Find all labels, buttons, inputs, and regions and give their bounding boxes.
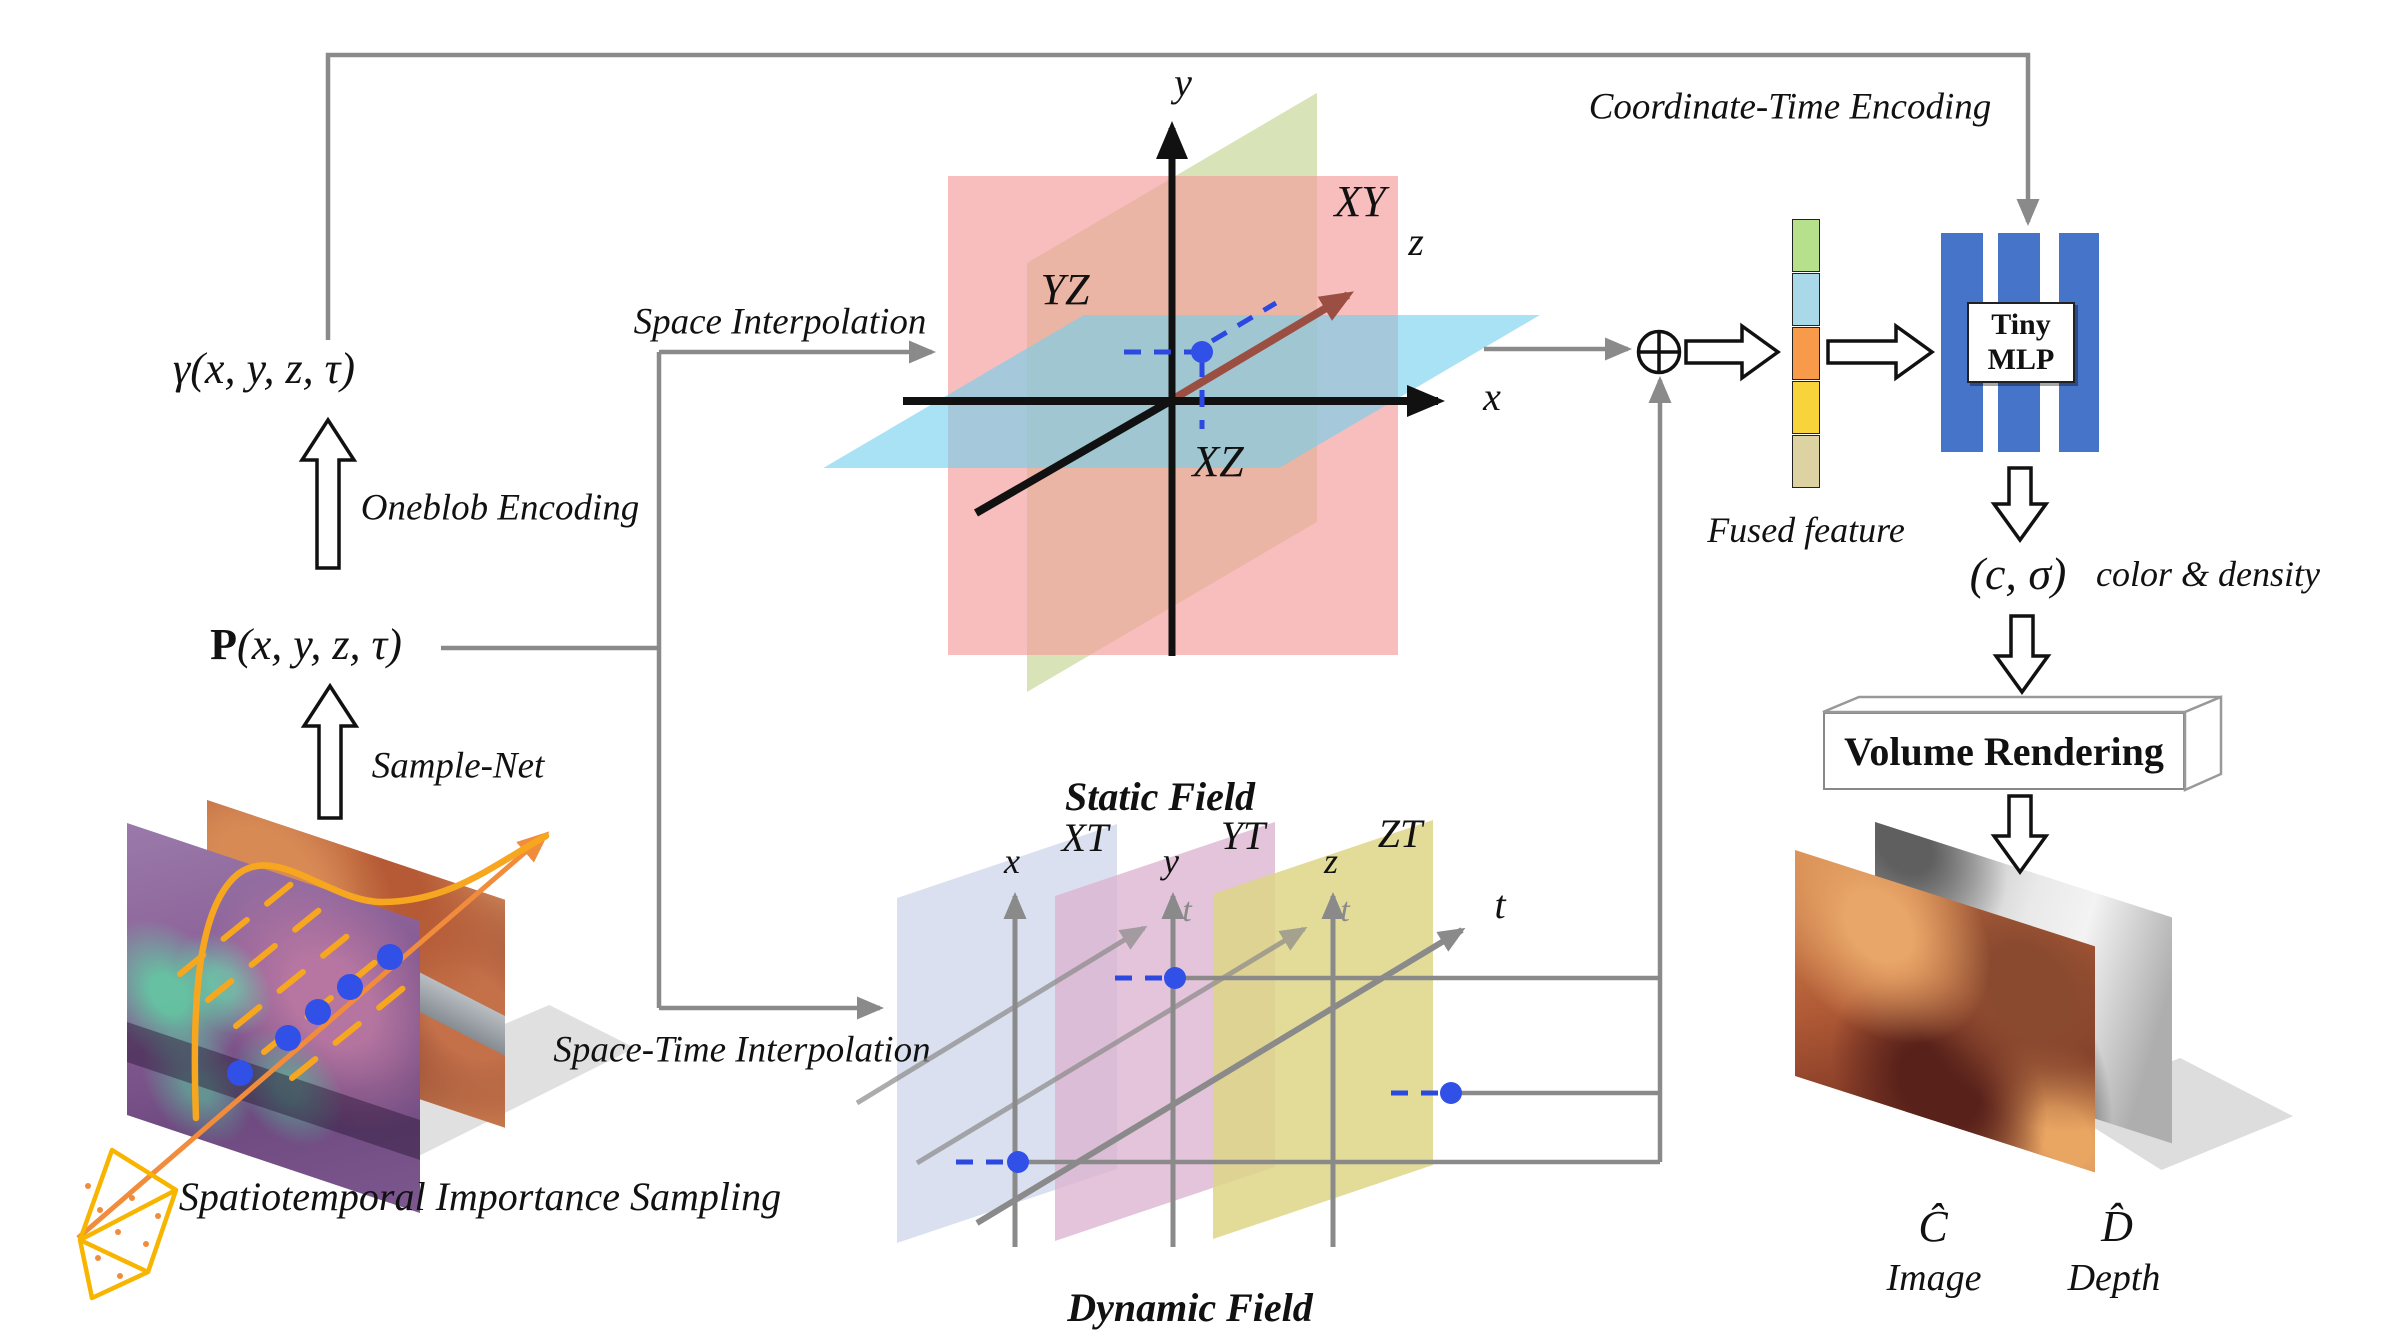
dynamic-axis-y-label: y xyxy=(1163,841,1179,881)
tiny-mlp-label-line2: MLP xyxy=(1987,342,2055,376)
feature-cell-3 xyxy=(1792,381,1820,434)
p-formula: P(x, y, z, τ) xyxy=(210,623,402,667)
fused-feature-vector xyxy=(1792,219,1821,489)
plus-circle-icon xyxy=(1636,329,1682,375)
static-plane-yz-label: YZ xyxy=(1040,265,1090,314)
arrow-csigma-down xyxy=(1992,614,2052,695)
tiny-mlp-box: Tiny MLP xyxy=(1967,302,2075,383)
feature-cell-2 xyxy=(1792,327,1820,380)
static-axis-y-label: y xyxy=(1174,60,1192,105)
static-plane-xy-label: XY xyxy=(1334,177,1386,226)
c-sigma-formula: (c, σ) xyxy=(1969,548,2067,599)
feature-cell-0 xyxy=(1792,219,1820,272)
arrow-sample-net-up xyxy=(300,682,360,820)
sample-net-label: Sample-Net xyxy=(371,745,545,787)
output-depth-symbol: D̂ xyxy=(2101,1202,2133,1251)
dynamic-axis-x-label: x xyxy=(1004,841,1020,881)
dynamic-axis-t2-label: t xyxy=(1340,892,1350,929)
dynamic-plane-zt-label: ZT xyxy=(1377,811,1423,856)
dynamic-plane-yt-label: YT xyxy=(1220,813,1266,858)
volume-rendering-box: Volume Rendering xyxy=(1823,712,2185,790)
static-plane-xz xyxy=(823,315,1540,468)
space-interpolation-label: Space Interpolation xyxy=(633,301,927,343)
volume-rendering-label: Volume Rendering xyxy=(1844,728,2164,774)
dynamic-field-title: Dynamic Field xyxy=(1067,1285,1313,1330)
tiny-mlp-label-line1: Tiny xyxy=(1991,308,2051,341)
p-args: (x, y, z, τ) xyxy=(237,620,402,669)
arrow-oneblob-up xyxy=(298,416,358,570)
static-plane-xz-label: XZ xyxy=(1192,437,1244,486)
static-axis-z-label: z xyxy=(1408,219,1424,264)
space-time-interpolation-label: Space-Time Interpolation xyxy=(553,1029,931,1071)
arrow-render-down xyxy=(1990,794,2050,875)
coordinate-time-encoding-label: Coordinate-Time Encoding xyxy=(1588,86,1992,128)
dynamic-axis-t3-label: t xyxy=(1494,882,1506,927)
output-depth-caption: Depth xyxy=(2067,1257,2161,1299)
feature-cell-1 xyxy=(1792,273,1820,326)
gamma-formula: γ(x, y, z, τ) xyxy=(172,344,356,393)
p-symbol: P xyxy=(210,620,238,669)
arrow-mlp-down xyxy=(1990,466,2050,543)
spatiotemporal-sampling-label: Spatiotemporal Importance Sampling xyxy=(178,1174,782,1219)
fused-feature-label: Fused feature xyxy=(1707,510,1905,550)
output-image-symbol: Ĉ xyxy=(1918,1202,1948,1251)
static-axis-x-label: x xyxy=(1483,374,1501,419)
dynamic-axis-z-label: z xyxy=(1323,841,1339,881)
c-sigma-caption: color & density xyxy=(2096,554,2320,594)
output-image-caption: Image xyxy=(1886,1257,1982,1299)
static-field-title: Static Field xyxy=(1065,774,1255,819)
arrow-fused-to-mlp xyxy=(1826,322,1935,382)
dynamic-plane-zt xyxy=(1213,819,1433,1239)
sample-point-icon xyxy=(1440,1082,1462,1104)
oneblob-encoding-label: Oneblob Encoding xyxy=(360,487,640,529)
dynamic-plane-xt-label: XT xyxy=(1061,815,1109,860)
dynamic-axis-t1-label: t xyxy=(1182,892,1192,929)
importance-map-dark-band xyxy=(127,1021,420,1161)
feature-cell-4 xyxy=(1792,435,1820,488)
frustum-dots xyxy=(85,1183,161,1279)
arrow-plus-to-fused xyxy=(1684,322,1781,382)
camera-frustum-icon xyxy=(77,1147,179,1301)
